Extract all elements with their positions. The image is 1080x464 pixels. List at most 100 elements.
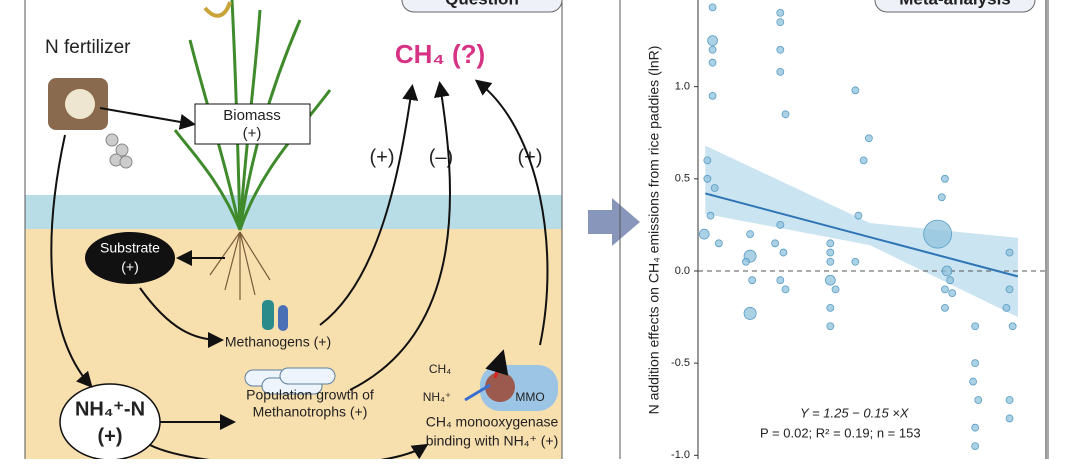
methanotrophs-label: Methanotrophs (+) (253, 404, 368, 420)
water-layer (25, 195, 562, 229)
confidence-band (705, 145, 1018, 318)
mmo-effect-label: CH₄ monooxygenase (426, 414, 559, 430)
data-point (826, 257, 835, 266)
data-point (776, 220, 785, 229)
mmo-site (485, 372, 515, 402)
data-point (708, 58, 717, 67)
methanogen-icon (262, 300, 288, 331)
data-point (971, 359, 980, 368)
y-tick-label: 0.0 (675, 265, 690, 277)
data-point (941, 265, 953, 277)
data-point (743, 306, 757, 320)
methanotroph-icon (244, 367, 336, 395)
regression-equation: Y = 1.25 − 0.15 ×X (800, 405, 910, 420)
data-point (941, 174, 949, 183)
data-point (746, 230, 754, 239)
y-tick-label: 0.5 (675, 173, 690, 185)
data-point (851, 257, 860, 266)
ch4-arrow (485, 349, 509, 379)
mmo-label: MMO (515, 390, 544, 404)
data-point (781, 285, 790, 294)
y-tick-label: 1.0 (675, 81, 690, 93)
substrate-effect: (+) (121, 259, 139, 275)
data-point (703, 156, 712, 165)
nh4n-node (59, 383, 161, 461)
data-point (826, 248, 835, 257)
plot-area (698, 3, 1046, 450)
biomass-box (194, 103, 311, 145)
data-point (864, 134, 873, 143)
data-point (941, 303, 949, 312)
roots (209, 231, 271, 300)
y-axis-label: N addition effects on CH₄ emissions from… (646, 46, 662, 415)
data-point (1005, 414, 1014, 423)
rice-grains (203, 1, 232, 18)
data-point (1008, 322, 1017, 331)
data-point (781, 110, 790, 119)
data-point (771, 239, 780, 248)
data-point (826, 303, 835, 312)
data-point (706, 211, 715, 220)
data-point (714, 239, 723, 248)
data-point (776, 45, 785, 54)
substrate-label: Substrate (100, 240, 160, 256)
data-point (1002, 303, 1011, 312)
effect-label: (+) (518, 146, 543, 168)
data-point (826, 239, 835, 248)
y-tick-label: -0.5 (671, 357, 690, 369)
y-tick-label: -1.0 (671, 449, 690, 459)
regression-stats: P = 0.02; R² = 0.19; n = 153 (760, 425, 921, 440)
data-point (851, 86, 860, 95)
arrows (50, 79, 549, 464)
ch4-question: CH₄ (?) (395, 39, 485, 69)
nh4n-label: NH₄⁺-N (75, 398, 145, 420)
data-point (941, 285, 949, 294)
data-point (946, 276, 955, 285)
question-label: Question (445, 0, 519, 8)
data-point (708, 45, 717, 54)
data-point (971, 423, 980, 432)
data-point (776, 67, 785, 76)
data-point (1005, 285, 1014, 294)
data-point (776, 18, 785, 27)
data-point (826, 322, 835, 331)
mmo-ch4-label: CH₄ (429, 362, 451, 376)
data-point (948, 289, 957, 297)
data-point (742, 257, 750, 266)
data-point (708, 91, 717, 100)
data-point (748, 276, 757, 285)
effect-label: (–) (429, 146, 453, 168)
data-point (969, 377, 977, 386)
data-point (974, 396, 983, 404)
data-point (1005, 396, 1014, 404)
methanotrophs-label: Population growth of (246, 387, 374, 403)
n-fertilizer-label: N fertilizer (45, 37, 131, 58)
data-point (831, 285, 840, 294)
biomass-label: Biomass (223, 107, 281, 124)
data-point (776, 9, 785, 17)
data-point (710, 184, 719, 192)
transition-arrow (588, 198, 640, 246)
data-point (971, 322, 980, 331)
methanogens-label: Methanogens (+) (225, 334, 331, 350)
data-point (937, 193, 946, 202)
question-pill (401, 0, 563, 13)
fertilizer-granules (105, 133, 133, 169)
regression-line (705, 192, 1019, 278)
mmo-nh4-label: NH₄⁺ (423, 390, 452, 404)
data-point (859, 156, 868, 165)
data-point (824, 274, 836, 286)
data-point (698, 228, 710, 240)
data-point (708, 3, 717, 12)
data-point (854, 211, 863, 220)
data-point (1005, 248, 1014, 257)
data-point (923, 219, 953, 249)
fertilizer-bag (65, 89, 95, 119)
data-point (707, 35, 718, 46)
nh4n-effect: (+) (98, 425, 123, 447)
chart-title-pill (874, 0, 1036, 13)
mmo-effect-label: binding with NH₄⁺ (+) (426, 433, 559, 449)
substrate-node (85, 232, 175, 284)
